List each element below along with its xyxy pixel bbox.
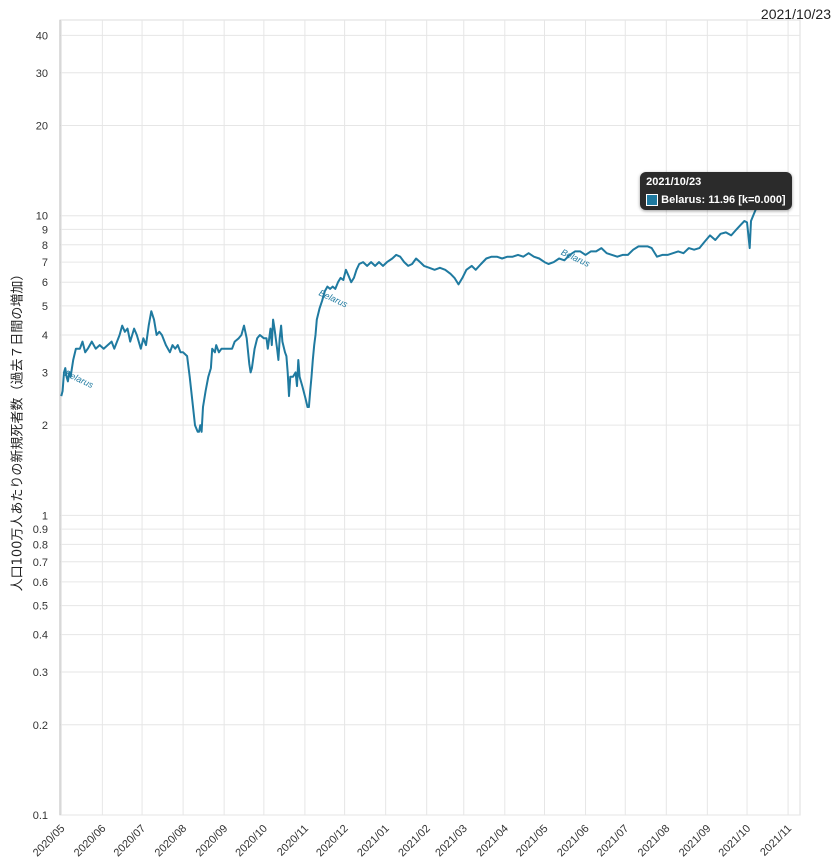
tooltip-date: 2021/10/23: [646, 176, 702, 189]
x-tick-label: 2021/07: [595, 823, 632, 858]
x-tick-label: 2021/01: [355, 823, 392, 858]
y-tick-label: 0.4: [33, 630, 48, 642]
series-swatch: [646, 194, 659, 207]
x-tick-label: 2020/05: [31, 823, 68, 858]
y-tick-label: 0.9: [33, 524, 48, 536]
x-tick-label: 2021/04: [474, 823, 511, 858]
x-tick-label: 2020/06: [72, 823, 109, 858]
date-label: 2021/10/23: [760, 6, 831, 22]
y-tick-label: 3: [42, 367, 48, 379]
series-inline-label: Belarus: [560, 247, 592, 269]
series-inline-label: Belarus: [63, 368, 95, 390]
x-tick-label: 2020/07: [112, 823, 149, 858]
y-tick-label: 0.2: [33, 720, 48, 732]
series-line-belarus: [60, 191, 777, 433]
y-axis-title-text: 人口100万人あたりの新規死者数（過去７日間の増加）: [10, 267, 26, 591]
y-tick-label: 30: [36, 68, 48, 80]
x-tick-label: 2021/05: [514, 823, 551, 858]
x-tick-label: 2021/10: [717, 823, 754, 858]
y-tick-label: 40: [36, 30, 48, 42]
y-tick-label: 0.1: [33, 810, 48, 822]
y-tick-label: 6: [42, 277, 48, 289]
y-tick-label: 20: [36, 121, 48, 133]
x-tick-label: 2021/09: [677, 823, 714, 858]
x-tick-label: 2021/11: [758, 823, 794, 858]
y-tick-label: 7: [42, 257, 48, 269]
x-tick-label: 2021/06: [555, 823, 592, 858]
x-tick-label: 2021/02: [396, 823, 433, 858]
y-tick-label: 10: [36, 211, 48, 223]
y-tick-label: 9: [42, 224, 48, 236]
y-tick-label: 0.8: [33, 539, 48, 551]
x-tick-label: 2020/09: [194, 823, 231, 858]
plot-area: [59, 19, 801, 816]
x-tick-label: 2020/08: [153, 823, 190, 858]
x-tick-label: 2020/12: [314, 823, 351, 858]
y-axis-title: 人口100万人あたりの新規死者数（過去７日間の増加）: [6, 0, 26, 858]
y-tick-label: 0.3: [33, 667, 48, 679]
y-tick-label: 0.5: [33, 601, 48, 613]
y-tick-label: 8: [42, 240, 48, 252]
x-tick-label: 2020/10: [233, 823, 270, 858]
y-tick-label: 1: [42, 510, 48, 522]
y-tick-label: 0.6: [33, 577, 48, 589]
y-tick-label: 2: [42, 420, 48, 432]
x-tick-label: 2021/08: [636, 823, 673, 858]
y-tick-label: 0.7: [33, 557, 48, 569]
y-tick-label: 4: [42, 330, 48, 342]
tooltip-text: Belarus: 11.96 [k=0.000]: [661, 194, 786, 207]
y-tick-label: 5: [42, 301, 48, 313]
x-tick-label: 2020/11: [275, 823, 311, 858]
tooltip: 2021/10/23 Belarus: 11.96 [k=0.000]: [640, 172, 792, 211]
x-tick-label: 2021/03: [433, 823, 470, 858]
